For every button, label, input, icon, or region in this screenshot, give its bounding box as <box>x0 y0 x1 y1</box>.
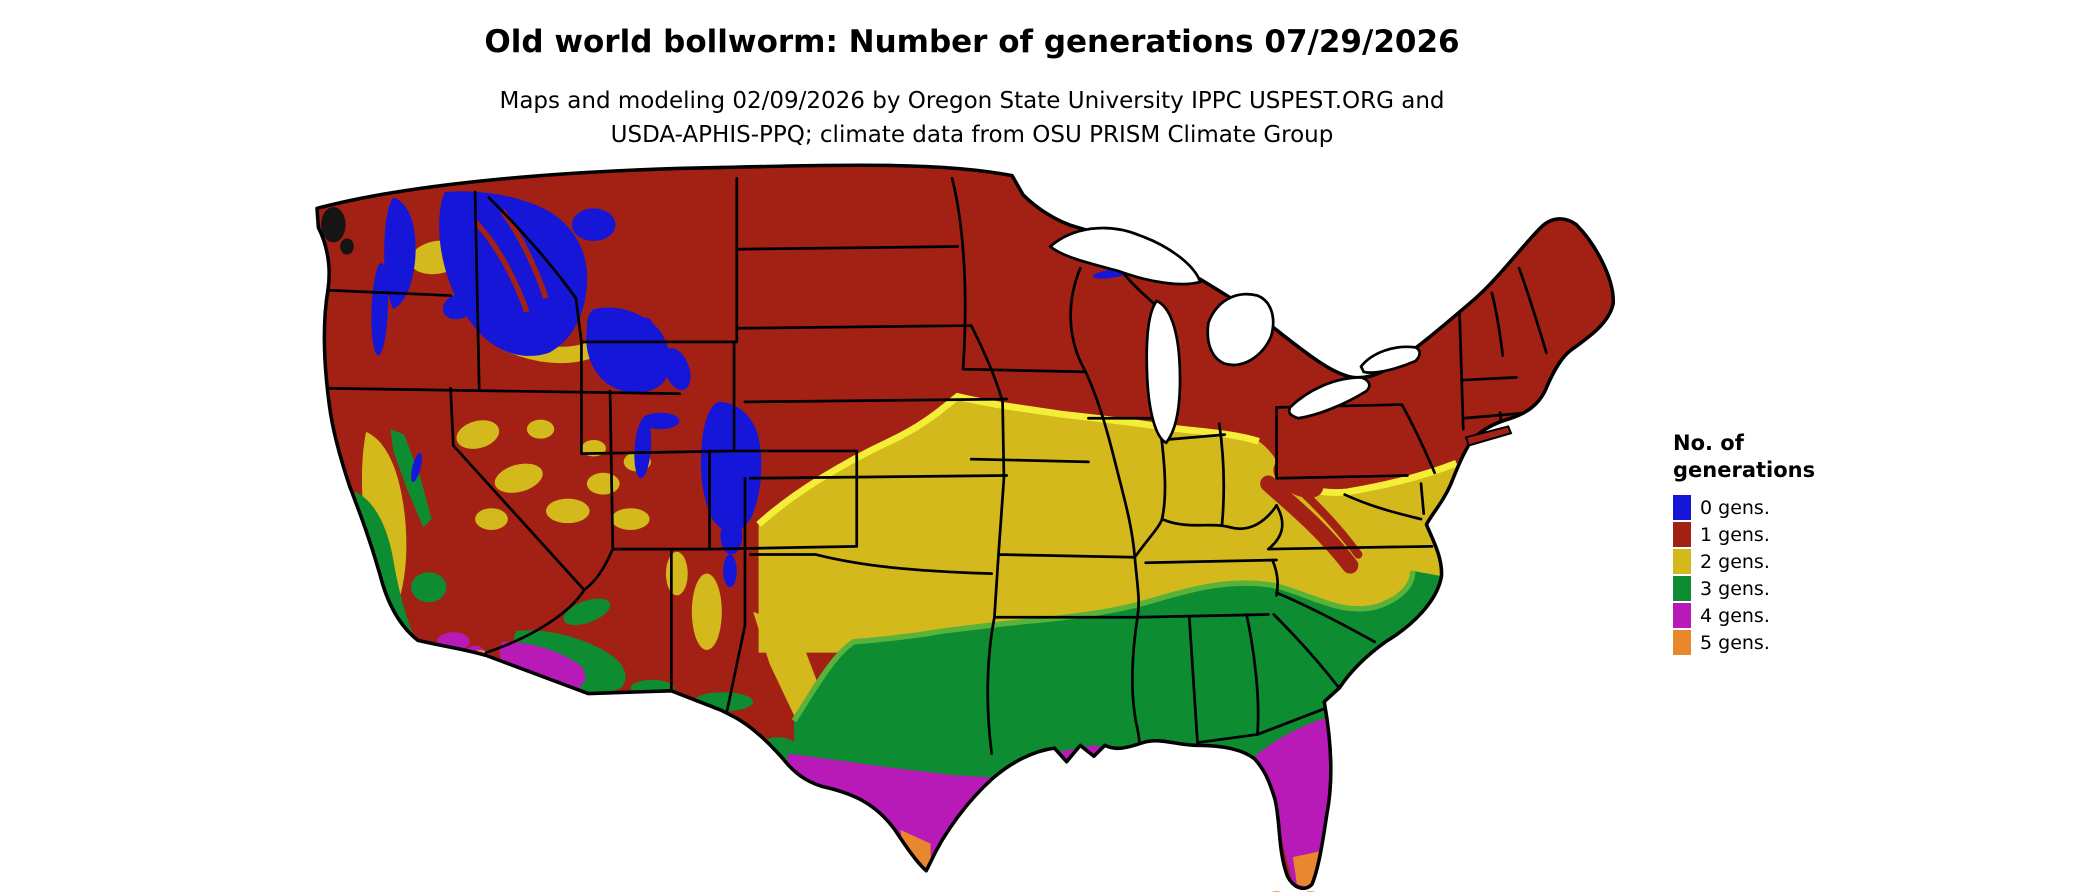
legend-item-4-gens: 4 gens. <box>1673 602 1893 629</box>
legend-item-0-gens: 0 gens. <box>1673 494 1893 521</box>
us-outline <box>315 163 1615 891</box>
legend-swatch-0-gens <box>1673 495 1691 520</box>
legend-swatch-3-gens <box>1673 576 1691 601</box>
legend-label-4-gens: 4 gens. <box>1700 604 1770 627</box>
legend-item-1-gens: 1 gens. <box>1673 521 1893 548</box>
legend: No. of generations 0 gens. 1 gens. 2 gen… <box>1673 430 1893 656</box>
legend-title-line-2: generations <box>1673 458 1816 482</box>
legend-label-1-gens: 1 gens. <box>1700 523 1770 546</box>
legend-item-2-gens: 2 gens. <box>1673 548 1893 575</box>
legend-swatch-5-gens <box>1673 630 1691 655</box>
legend-swatch-2-gens <box>1673 549 1691 574</box>
legend-label-3-gens: 3 gens. <box>1700 577 1770 600</box>
figure-title: Old world bollworm: Number of generation… <box>484 24 1460 60</box>
us-generations-map <box>315 163 1615 892</box>
lake-superior <box>1048 226 1202 286</box>
legend-title: No. of generations <box>1673 430 1893 484</box>
legend-items: 0 gens. 1 gens. 2 gens. 3 gens. 4 gens. … <box>1673 494 1893 656</box>
great-lakes <box>1048 226 1421 445</box>
lake-michigan <box>1145 299 1182 445</box>
legend-item-3-gens: 3 gens. <box>1673 575 1893 602</box>
lake-erie <box>1287 375 1371 420</box>
legend-swatch-1-gens <box>1673 522 1691 547</box>
state-borders <box>323 176 1548 761</box>
legend-label-5-gens: 5 gens. <box>1700 631 1770 654</box>
map-no-data-patches <box>321 206 354 255</box>
legend-title-line-1: No. of <box>1673 431 1744 455</box>
long-island <box>1464 425 1513 447</box>
lake-huron <box>1206 292 1275 367</box>
lake-ontario <box>1359 345 1421 374</box>
figure-subtitle: Maps and modeling 02/09/2026 by Oregon S… <box>0 84 1944 152</box>
legend-swatch-4-gens <box>1673 603 1691 628</box>
legend-item-5-gens: 5 gens. <box>1673 629 1893 656</box>
legend-label-0-gens: 0 gens. <box>1700 496 1770 519</box>
legend-label-2-gens: 2 gens. <box>1700 550 1770 573</box>
subtitle-line-1: Maps and modeling 02/09/2026 by Oregon S… <box>499 88 1445 114</box>
subtitle-line-2: USDA-APHIS-PPQ; climate data from OSU PR… <box>610 122 1334 148</box>
